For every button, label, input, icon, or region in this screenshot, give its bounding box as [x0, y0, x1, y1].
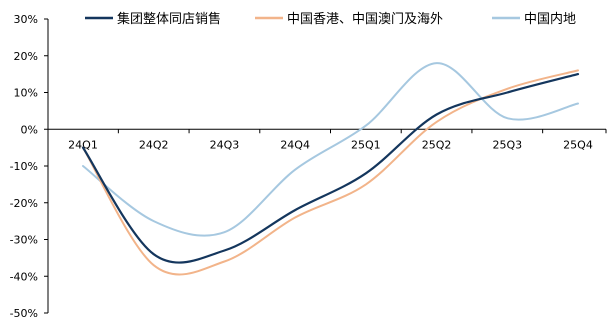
- x-tick-label: 24Q3: [210, 138, 240, 151]
- series-line-3: [82, 62, 579, 237]
- y-tick-label: 0%: [21, 123, 38, 136]
- axes: [44, 18, 607, 314]
- legend-label-3: 中国内地: [524, 11, 576, 27]
- y-tick-label: -20%: [10, 197, 38, 210]
- x-tick-label: 24Q4: [280, 138, 310, 151]
- series-line-1: [81, 73, 580, 264]
- x-tick-label: 25Q3: [492, 138, 522, 151]
- y-tick-label: -10%: [10, 160, 38, 173]
- legend-label-2: 中国香港、中国澳门及海外: [287, 11, 443, 27]
- y-tick-label: -30%: [10, 234, 38, 247]
- y-tick-label: 10%: [14, 87, 38, 100]
- series-line-2: [82, 69, 579, 276]
- x-tick-label: 24Q1: [68, 138, 98, 151]
- x-tick-label: 25Q2: [422, 138, 452, 151]
- y-tick-label: -40%: [10, 270, 38, 283]
- y-tick-label: 20%: [14, 50, 38, 63]
- y-tick-label: 30%: [14, 13, 38, 26]
- series-lines: [81, 62, 580, 276]
- legend: 集团整体同店销售 中国香港、中国澳门及海外 中国内地: [85, 11, 576, 27]
- x-tick-label: 25Q1: [351, 138, 381, 151]
- x-tick-label: 25Q4: [563, 138, 593, 151]
- y-axis-ticks: 30% 20% 10% 0% -10% -20% -30% -40% -50%: [10, 13, 38, 320]
- legend-label-1: 集团整体同店销售: [117, 11, 221, 27]
- x-tick-label: 24Q2: [139, 138, 169, 151]
- x-axis-ticks: 24Q1 24Q2 24Q3 24Q4 25Q1 25Q2 25Q3 25Q4: [68, 138, 593, 151]
- y-tick-label: -50%: [10, 307, 38, 320]
